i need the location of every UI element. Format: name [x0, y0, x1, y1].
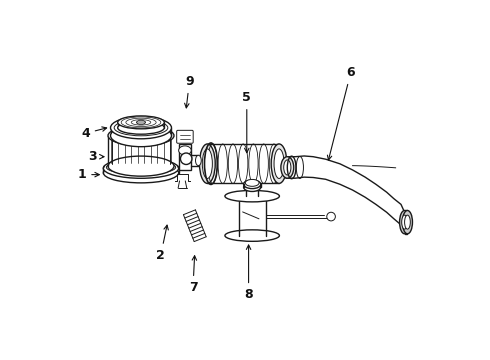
Ellipse shape [244, 180, 261, 189]
Bar [179, 144, 191, 170]
Ellipse shape [199, 144, 215, 183]
Ellipse shape [399, 211, 410, 234]
Text: 6: 6 [327, 66, 355, 160]
Ellipse shape [118, 116, 164, 129]
Ellipse shape [202, 149, 212, 179]
Ellipse shape [103, 163, 179, 183]
Text: 4: 4 [81, 127, 107, 140]
Ellipse shape [405, 215, 410, 229]
Ellipse shape [271, 144, 287, 183]
Ellipse shape [103, 158, 179, 178]
Ellipse shape [114, 120, 168, 136]
Ellipse shape [179, 146, 191, 155]
Ellipse shape [274, 149, 284, 179]
Ellipse shape [225, 190, 279, 202]
Ellipse shape [118, 121, 164, 134]
Text: 8: 8 [245, 245, 253, 301]
Text: 3: 3 [88, 150, 104, 163]
Ellipse shape [180, 153, 192, 165]
Ellipse shape [108, 126, 174, 146]
Text: 1: 1 [77, 168, 99, 181]
Ellipse shape [196, 155, 201, 166]
Text: 7: 7 [189, 256, 197, 294]
Ellipse shape [225, 230, 279, 241]
Text: 9: 9 [185, 75, 194, 108]
Text: 5: 5 [243, 91, 251, 153]
Ellipse shape [245, 179, 259, 186]
Ellipse shape [284, 160, 291, 175]
Ellipse shape [137, 120, 146, 125]
Ellipse shape [111, 117, 172, 139]
Ellipse shape [244, 183, 261, 192]
Ellipse shape [402, 215, 408, 229]
Text: 2: 2 [156, 225, 169, 262]
Ellipse shape [402, 211, 413, 234]
Ellipse shape [111, 125, 172, 147]
FancyBboxPatch shape [177, 130, 193, 143]
Ellipse shape [281, 157, 294, 178]
Ellipse shape [327, 212, 335, 221]
Ellipse shape [108, 156, 174, 176]
